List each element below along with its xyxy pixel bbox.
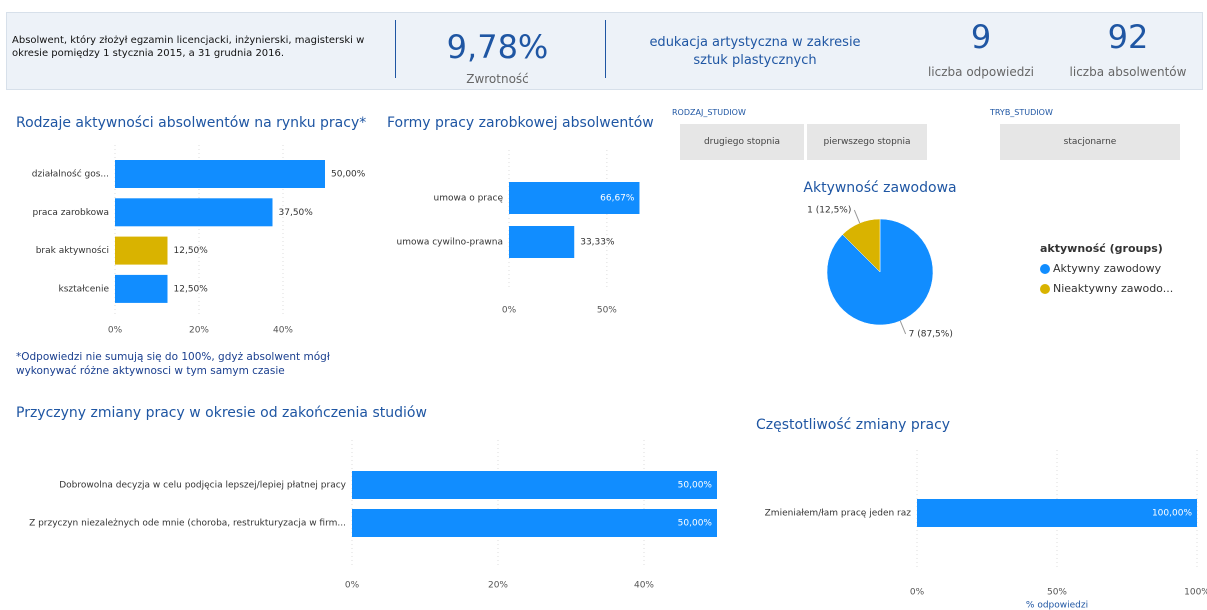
value-label: 1 (12,5%) bbox=[807, 206, 851, 216]
chart-title: Rodzaje aktywności absolwentów na rynku … bbox=[16, 115, 366, 131]
filter-button[interactable]: stacjonarne bbox=[1000, 124, 1180, 160]
bar bbox=[509, 182, 640, 214]
value-label: 12,50% bbox=[174, 246, 209, 256]
value-label: 50,00% bbox=[678, 481, 713, 491]
chart-title: Formy pracy zarobkowej absolwentów bbox=[387, 115, 654, 131]
bar bbox=[115, 198, 273, 227]
value-label: 33,33% bbox=[580, 238, 615, 248]
bar bbox=[352, 471, 717, 499]
x-tick-label: 100% bbox=[1184, 588, 1207, 598]
x-tick-label: 50% bbox=[1047, 588, 1067, 598]
category-label: Z przyczyn niezależnych ode mnie (chorob… bbox=[29, 519, 346, 529]
category-label: kształcenie bbox=[59, 284, 110, 294]
bar bbox=[115, 236, 168, 265]
x-tick-label: 40% bbox=[273, 326, 293, 336]
value-label: 50,00% bbox=[678, 519, 713, 529]
filter-label: RODZAJ_STUDIOW bbox=[672, 108, 746, 117]
bar bbox=[352, 509, 717, 537]
rate-label: Zwrotność bbox=[466, 72, 529, 86]
filter-button[interactable]: drugiego stopnia bbox=[680, 124, 804, 160]
bar bbox=[115, 274, 168, 303]
category-label: umowa o pracę bbox=[434, 194, 504, 204]
category-label: umowa cywilno-prawna bbox=[397, 238, 503, 248]
category-label: Dobrowolna decyzja w celu podjęcia lepsz… bbox=[59, 481, 346, 491]
legend-label: Aktywny zawodowy bbox=[1053, 262, 1162, 275]
x-tick-label: 20% bbox=[488, 581, 508, 591]
category-label: brak aktywności bbox=[36, 245, 109, 256]
x-tick-label: 0% bbox=[345, 581, 360, 591]
category-label: Zmieniałem/łam pracę jeden raz bbox=[765, 509, 912, 519]
rate: 9,78% bbox=[446, 28, 549, 66]
x-tick-label: 0% bbox=[502, 306, 517, 316]
legend-label: Nieaktywny zawodo... bbox=[1053, 282, 1173, 295]
description: Absolwent, który złożył egzamin licencja… bbox=[12, 35, 365, 59]
value-label: 66,67% bbox=[600, 194, 635, 204]
legend-title: aktywność (groups) bbox=[1040, 242, 1163, 255]
category-label: praca zarobkowa bbox=[33, 208, 110, 218]
leader-line bbox=[899, 320, 907, 335]
value-label: 37,50% bbox=[279, 208, 314, 218]
chart-title: Częstotliwość zmiany pracy bbox=[756, 417, 950, 433]
filter-button[interactable]: pierwszego stopnia bbox=[807, 124, 927, 160]
x-tick-label: 0% bbox=[108, 326, 123, 336]
divider bbox=[605, 20, 606, 78]
bar bbox=[115, 160, 325, 188]
x-axis-label: % odpowiedzi bbox=[1026, 601, 1088, 610]
pie-slice bbox=[842, 218, 881, 273]
field: edukacja artystyczna w zakresie sztuk pl… bbox=[649, 35, 861, 68]
value-label: 100,00% bbox=[1152, 509, 1192, 519]
bar bbox=[509, 226, 575, 258]
value-label: 12,50% bbox=[174, 284, 209, 294]
divider bbox=[395, 20, 396, 78]
chart-title: Przyczyny zmiany pracy w okresie od zako… bbox=[16, 405, 427, 421]
leader-line bbox=[853, 209, 861, 224]
x-tick-label: 50% bbox=[597, 306, 617, 316]
x-tick-label: 20% bbox=[189, 326, 209, 336]
x-tick-label: 40% bbox=[634, 581, 654, 591]
value-label: 7 (87,5%) bbox=[909, 329, 953, 339]
header-band bbox=[6, 12, 1203, 90]
responses: 9 bbox=[970, 18, 992, 56]
category-label: działalność gos... bbox=[32, 169, 109, 180]
responses-label: liczba odpowiedzi bbox=[927, 65, 1035, 79]
bar bbox=[917, 499, 1197, 527]
value-label: 50,00% bbox=[331, 170, 366, 180]
filter-label: TRYB_STUDIOW bbox=[990, 108, 1053, 117]
footnote: *Odpowiedzi nie sumują się do 100%, gdyż… bbox=[16, 351, 330, 377]
legend-marker bbox=[1040, 264, 1050, 274]
graduates-label: liczba absolwentów bbox=[1069, 65, 1187, 79]
chart-title: Aktywność zawodowa bbox=[803, 180, 956, 196]
x-tick-label: 0% bbox=[910, 588, 925, 598]
legend-marker bbox=[1040, 284, 1050, 294]
graduates: 92 bbox=[1107, 18, 1149, 56]
